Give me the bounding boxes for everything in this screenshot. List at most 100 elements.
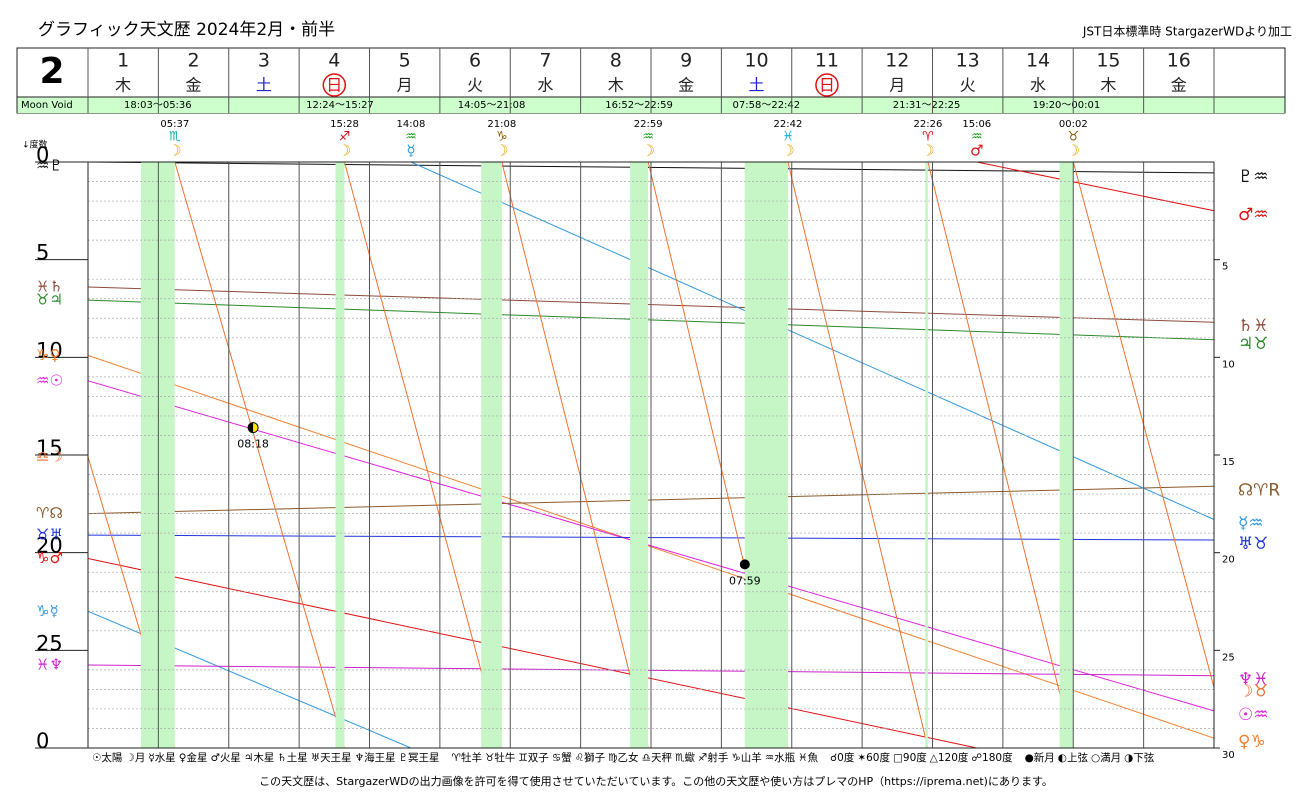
y-tick-label: 25 <box>36 631 63 655</box>
ingress-time: 22:42 <box>774 119 803 130</box>
y-tick-label: 20 <box>36 534 63 558</box>
legend-item: □90度 <box>893 751 927 764</box>
left-label: ♑☿ <box>36 602 59 620</box>
legend-item: ♅天王星 <box>311 752 352 764</box>
legend-item: ◐上弦 <box>1058 751 1089 764</box>
footer: この天文歴は、StargazerWDの出力画像を許可を得て使用させていただいてい… <box>259 774 1053 788</box>
y-tick-label: 0 <box>36 143 49 167</box>
day-number: 13 <box>956 50 980 72</box>
chart-title: グラフィック天文歴 2024年2月・前半 <box>38 20 335 40</box>
ingress-sign: ♒ <box>971 130 983 145</box>
void-time: 18:03～05:36 <box>124 100 192 111</box>
void-time: 07:58～22:42 <box>733 100 801 111</box>
left-label: ♒☉ <box>36 371 63 389</box>
ingress-sign: ♒ <box>405 130 417 145</box>
weekday: 月 <box>889 76 905 95</box>
source-note: JST日本標準時 StargazerWDより加工 <box>1082 24 1292 39</box>
void-band <box>335 162 345 748</box>
void-band <box>744 162 788 748</box>
legend-item: ♈牡羊 <box>452 751 482 764</box>
legend-item: ♓魚 <box>798 751 818 764</box>
left-label: ♑♂ <box>36 549 63 567</box>
weekday: 火 <box>960 76 976 95</box>
legend-item: ○満月 <box>1091 752 1121 764</box>
new-moon <box>739 559 750 570</box>
y2-tick-label: 5 <box>1222 262 1228 273</box>
legend: ☉太陽 ☽月 ☿水星 ♀金星 ♂火星 ♃木星 ♄土星 ♅天王星 ♆海王星 ♇冥王星 ♈牡羊 ♉牡牛 ♊双… <box>92 751 1155 764</box>
left-label: ♓♆ <box>36 655 63 673</box>
left-label: ♎☽ <box>36 447 63 465</box>
ingress-sign: ♉ <box>1067 130 1079 145</box>
weekday: 火 <box>467 76 483 95</box>
left-label: ♑♀ <box>36 346 60 364</box>
ingress-sign: ♈ <box>922 130 934 145</box>
void-time: 21:31～22:25 <box>893 100 961 111</box>
day-number: 11 <box>815 50 839 72</box>
ingress-time: 15:06 <box>962 119 991 130</box>
day-number: 12 <box>885 50 909 72</box>
first-quarter-dark <box>248 422 254 433</box>
ingress-sign: ♓ <box>782 130 794 145</box>
weekday: 日 <box>819 76 835 95</box>
weekday: 木 <box>115 76 131 95</box>
ingress-time: 05:37 <box>160 119 189 130</box>
ingress-sign: ♑ <box>496 130 508 145</box>
day-number: 16 <box>1167 50 1191 72</box>
ingress-body: ♂ <box>970 142 983 160</box>
ingress-time: 22:26 <box>914 119 943 130</box>
right-label: ♀♑ <box>1238 732 1266 752</box>
void-time: 12:24～15:27 <box>306 100 374 111</box>
day-number: 3 <box>258 50 270 72</box>
right-label: ☽♉ <box>1238 681 1268 701</box>
right-label: ♂♒ <box>1238 205 1268 225</box>
right-label: ☊♈R <box>1238 480 1280 500</box>
day-number: 1 <box>117 50 129 72</box>
legend-item: ♋蟹 <box>552 751 572 764</box>
right-label: ♃♉ <box>1238 334 1268 354</box>
phase-time: 08:18 <box>237 438 269 451</box>
ingress-body: ☽ <box>495 142 508 160</box>
legend-item: ♇冥王星 <box>399 752 440 764</box>
legend-item: ♒水瓶 <box>765 751 796 764</box>
y2-tick-label: 15 <box>1222 457 1235 468</box>
legend-item: ☿水星 <box>148 752 175 764</box>
legend-item: ♃木星 <box>244 752 274 764</box>
ingress-sign: ♒ <box>642 130 654 145</box>
ingress-time: 21:08 <box>487 119 516 130</box>
void-time: 19:20～00:01 <box>1033 100 1101 111</box>
legend-item: ✶60度 <box>857 751 890 764</box>
day-number: 9 <box>680 50 692 72</box>
ingress-time: 15:28 <box>330 119 359 130</box>
void-label: Moon Void <box>21 100 73 111</box>
ingress-time: 22:59 <box>634 119 663 130</box>
void-band <box>630 162 649 748</box>
day-number: 8 <box>610 50 622 72</box>
void-time: 16:52～22:59 <box>605 100 673 111</box>
day-number: 6 <box>469 50 481 72</box>
day-number: 14 <box>1026 50 1050 72</box>
holiday-circle <box>815 73 839 97</box>
void-band <box>1059 162 1074 748</box>
legend-item: ♉牡牛 <box>485 751 515 764</box>
legend-item: ♂火星 <box>211 752 241 764</box>
legend-item: ♎天秤 <box>642 752 673 764</box>
weekday: 土 <box>256 76 272 95</box>
ingress-body: ☽ <box>1067 142 1080 160</box>
ingress-time: 00:02 <box>1059 119 1088 130</box>
legend-item: ◑下弦 <box>1124 751 1155 764</box>
y-tick-label: 10 <box>36 338 63 362</box>
ingress-body: ☿ <box>406 142 415 160</box>
legend-item: ♌獅子 <box>575 751 605 764</box>
ingress-body: ☽ <box>641 142 654 160</box>
right-label: ♄♓ <box>1238 316 1268 336</box>
left-label: ♈☊ <box>36 504 63 522</box>
ingress-body: ☽ <box>781 142 794 160</box>
right-label: ☿♒ <box>1238 513 1264 533</box>
weekday: 土 <box>749 76 765 95</box>
y2-tick-label: 20 <box>1222 555 1235 566</box>
phase-time: 07:59 <box>729 574 761 587</box>
weekday: 水 <box>537 76 553 95</box>
legend-item: ♍乙女 <box>608 751 638 764</box>
weekday: 金 <box>1171 76 1187 95</box>
